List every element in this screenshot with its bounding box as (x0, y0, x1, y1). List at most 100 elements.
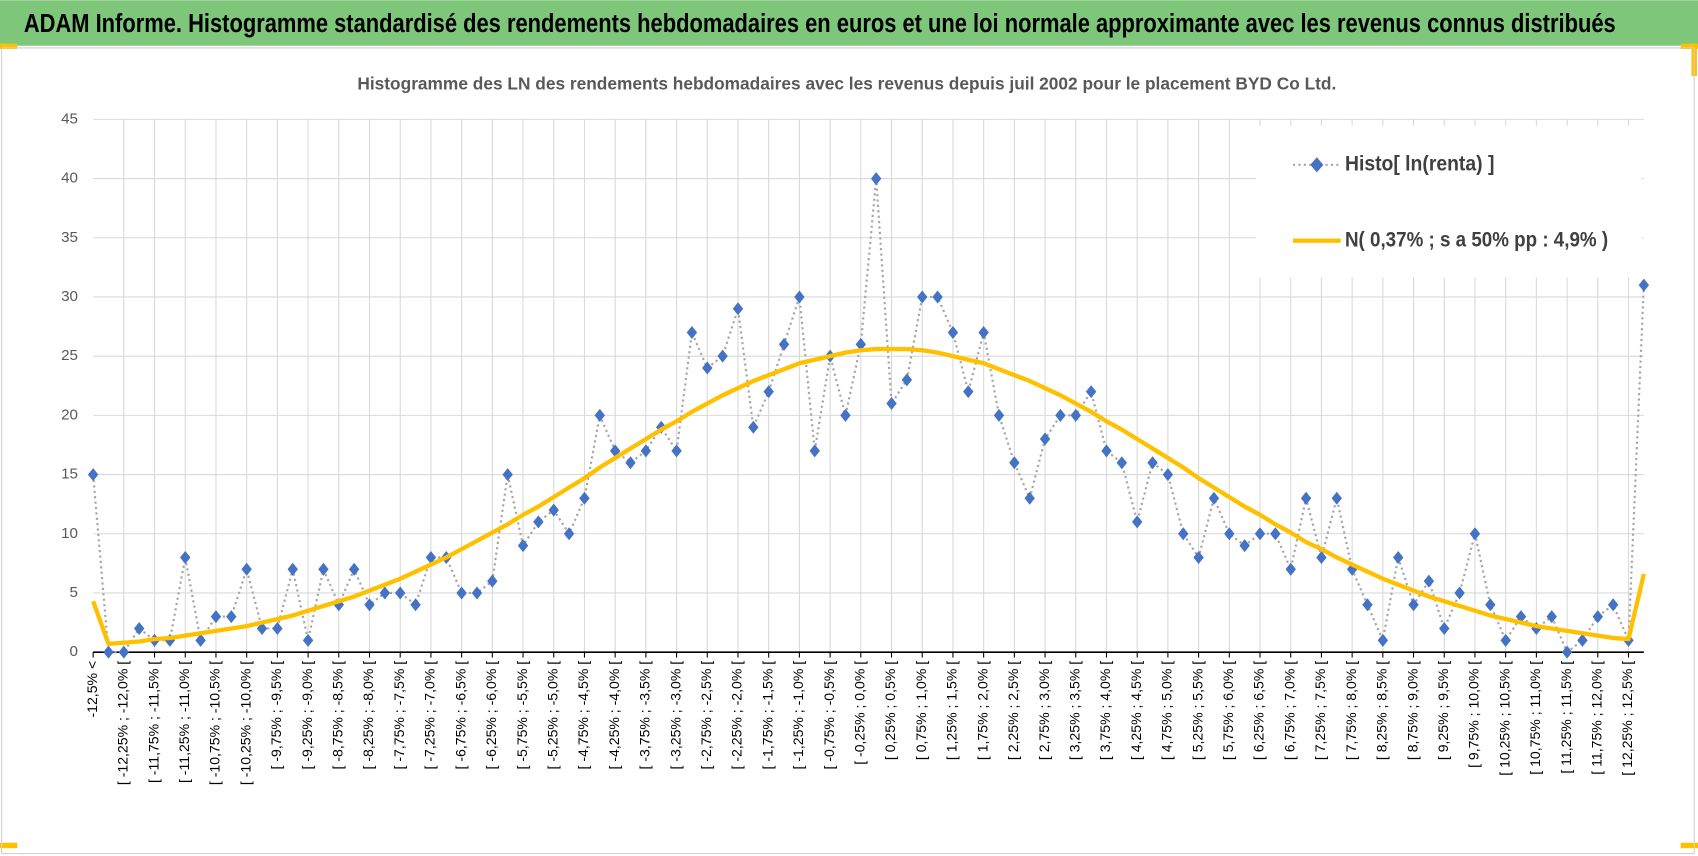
header-title: ADAM Informe. Histogramme standardisé de… (24, 8, 1616, 38)
x-tick-label: [ -9,25% ; -9,0% [ (299, 661, 315, 770)
diamond-marker (256, 621, 268, 635)
legend-box (1256, 125, 1642, 278)
x-tick-label: [ -7,75% ; -7,5% [ (391, 661, 407, 770)
diamond-marker (210, 610, 222, 624)
x-tick-label: [ 5,25% ; 5,5% [ (1189, 661, 1205, 760)
x-tick-label: [ -11,25% ; -11,0% [ (176, 661, 192, 783)
x-tick-label: [ 12,25% ; 12,5% [ (1619, 661, 1635, 776)
x-tick-label: [ -5,25% ; -5,0% [ (544, 661, 560, 770)
x-tick-label: [ 6,25% ; 6,5% [ (1251, 661, 1267, 760)
diamond-marker (1239, 539, 1250, 553)
x-tick-label: [ -1,25% ; -1,0% [ (790, 661, 806, 770)
x-tick-label: [ -4,75% ; -4,5% [ (575, 661, 591, 770)
x-tick-label: [ 1,75% ; 2,0% [ (974, 661, 990, 760)
x-tick-label: [ -2,25% ; -2,0% [ (729, 661, 745, 770)
x-tick-label: [ -3,25% ; -3,0% [ (667, 661, 683, 770)
legend-label: Histo[ ln(renta) ] (1345, 151, 1494, 176)
y-tick-label: 35 (61, 229, 78, 246)
y-tick-label: 10 (61, 525, 78, 542)
diamond-marker (1469, 527, 1481, 541)
diamond-marker (886, 397, 897, 411)
diamond-marker (1423, 574, 1435, 588)
y-tick-label: 25 (61, 347, 78, 364)
series-line-dotted (92, 177, 1645, 654)
diamond-marker (1193, 550, 1204, 564)
legend: Histo[ ln(renta) ] N( 0,37% ; s a 50% pp … (1256, 125, 1642, 278)
x-tick-label: [ -4,25% ; -4,0% [ (606, 661, 622, 770)
x-tick-label: [ 3,25% ; 3,5% [ (1066, 661, 1082, 760)
x-tick-label: -12,5% < (84, 661, 100, 718)
y-tick-label: 30 (61, 288, 78, 305)
diamond-marker (717, 349, 728, 363)
diamond-marker (302, 633, 314, 647)
x-tick-label: [ 4,75% ; 5,0% [ (1159, 661, 1175, 760)
diamond-marker (118, 645, 130, 659)
x-tick-label: [ 5,75% ; 6,0% [ (1220, 661, 1236, 760)
x-tick-label: [ -8,75% ; -8,5% [ (330, 661, 346, 770)
series-line (91, 346, 1646, 647)
x-tick-label: [ 9,25% ; 9,5% [ (1435, 661, 1451, 760)
diamond-marker (502, 468, 513, 482)
diamond-marker (1131, 515, 1143, 529)
diamond-marker (686, 325, 698, 339)
diamond-marker (1408, 598, 1419, 612)
x-tick-label: [ -3,75% ; -3,5% [ (637, 661, 653, 770)
corner-mark (1680, 43, 1698, 49)
x-tick-label: [ -11,75% ; -11,5% [ (145, 661, 161, 783)
diamond-marker (1208, 491, 1220, 505)
diamond-marker (778, 337, 790, 351)
x-tick-label: [ 10,75% ; 11,0% [ (1527, 661, 1543, 775)
header-bar (0, 0, 1698, 46)
diamond-marker (1561, 645, 1573, 659)
diamond-marker (1377, 633, 1389, 647)
diamond-marker (226, 610, 237, 624)
x-tick-label: [ -0,75% ; -0,5% [ (821, 661, 837, 770)
diamond-marker (471, 586, 483, 600)
diamond-marker (1577, 633, 1588, 647)
y-tick-label: 0 (70, 643, 78, 660)
diamond-marker (1546, 610, 1557, 624)
diamond-marker (563, 527, 575, 541)
diamond-marker (133, 621, 145, 635)
diamond-marker (1039, 432, 1051, 446)
x-tick-label: [ 0,25% ; 0,5% [ (882, 661, 898, 760)
legend-swatch-marker (1310, 157, 1324, 173)
x-tick-label: [ 7,25% ; 7,5% [ (1312, 661, 1328, 760)
diamond-marker (1607, 598, 1619, 612)
x-tick-label: [ -12,25% ; -12,0% [ (115, 661, 131, 785)
x-tick-label: [ 11,25% ; 11,5% [ (1558, 661, 1574, 774)
x-tick-label: [ 0,75% ; 1,0% [ (913, 661, 929, 760)
diamond-marker (1116, 456, 1128, 470)
x-tick-label: [ 11,75% ; 12,0% [ (1589, 661, 1605, 775)
corner-mark (1680, 842, 1698, 849)
diamond-marker (548, 503, 559, 517)
grid: 0 5 10 15 20 25 30 35 40 45 -12,5% < [ -12,25% ; -1… (61, 110, 1644, 785)
x-tick-label: [ -9,75% ; -9,5% [ (268, 661, 284, 770)
x-tick-label: [ 8,25% ; 8,5% [ (1374, 661, 1390, 760)
diamond-marker (748, 420, 759, 434)
diamond-marker (1300, 491, 1312, 505)
x-tick-label: [ 7,75% ; 8,0% [ (1343, 661, 1359, 760)
x-tick-label: [ -8,25% ; -8,0% [ (360, 661, 376, 770)
legend-label: N( 0,37% ; s a 50% pp : 4,9% ) (1345, 226, 1608, 251)
corner-mark (0, 842, 18, 849)
diamond-marker (1500, 633, 1511, 647)
x-tick-label: [ 10,25% ; 10,5% [ (1496, 661, 1512, 776)
diamond-marker (947, 325, 959, 339)
chart-frame (1, 47, 1695, 855)
y-tick-label: 20 (61, 406, 78, 423)
diamond-marker (1592, 610, 1603, 624)
diamond-marker (763, 385, 774, 399)
diamond-marker (901, 373, 913, 387)
diamond-marker (1254, 527, 1266, 541)
x-tick-label: [ 8,75% ; 9,0% [ (1404, 661, 1420, 760)
corner-mark (0, 43, 18, 49)
diamond-marker (1439, 621, 1450, 635)
x-tick-label: [ -6,25% ; -6,0% [ (483, 661, 499, 770)
diamond-marker (1270, 527, 1281, 541)
diamond-marker (671, 444, 682, 458)
diamond-marker (1316, 550, 1327, 564)
diamond-marker (640, 444, 652, 458)
y-tick-label: 45 (61, 110, 78, 127)
